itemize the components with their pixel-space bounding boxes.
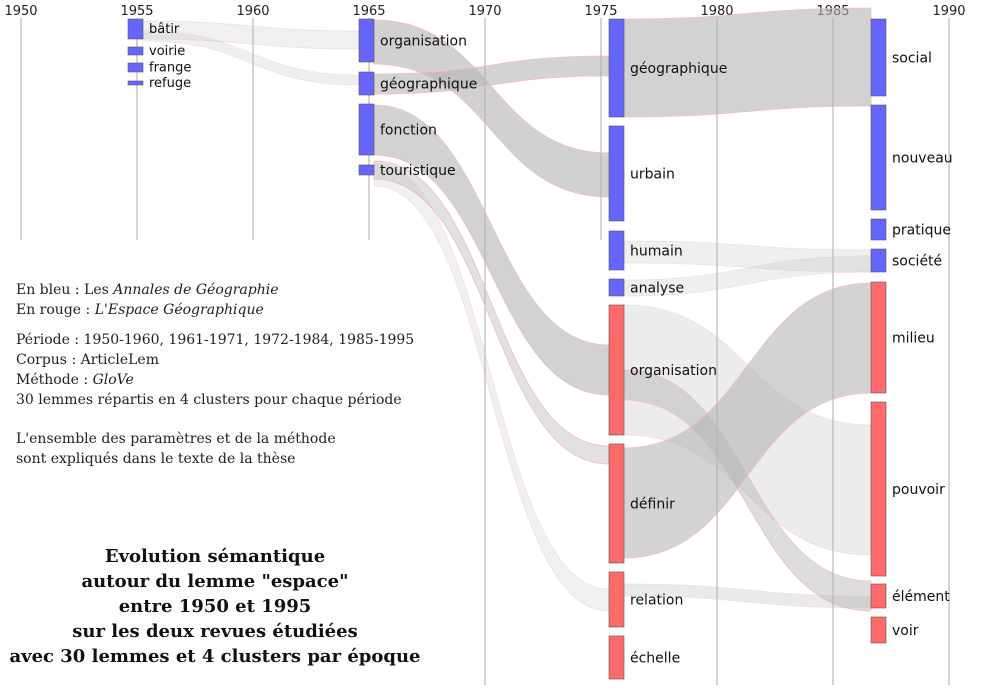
legend: En bleu : Les Annales de Géographie En r… <box>16 280 456 469</box>
node-p1-frange <box>127 62 144 73</box>
node-p3-humain <box>608 230 625 271</box>
legend-parametres-1: L'ensemble des paramètres et de la métho… <box>16 431 336 447</box>
node-label-p2-fonction: fonction <box>380 123 437 139</box>
legend-corpus: Corpus : ArticleLem <box>16 352 159 368</box>
node-p2-touristique <box>358 164 375 176</box>
node-p3-relation <box>608 571 625 628</box>
node-label-p1-frange: frange <box>149 61 191 76</box>
title-line-2: autour du lemme "espace" <box>81 571 349 592</box>
node-label-p2-touristique: touristique <box>380 163 456 179</box>
node-p3-organisation <box>608 304 625 436</box>
year-label-1990: 1990 <box>932 4 965 19</box>
title-line-3: entre 1950 et 1995 <box>118 596 312 617</box>
semantic-flows <box>142 7 872 612</box>
title-line-4: sur les deux revues étudiées <box>72 621 358 642</box>
legend-parametres-2: sont expliqués dans le texte de la thèse <box>16 451 296 467</box>
legend-blue: En bleu : Les Annales de Géographie <box>16 282 279 298</box>
node-p4-social <box>870 18 887 97</box>
node-p1-refuge <box>127 80 144 86</box>
title-line-1: Evolution sémantique <box>104 546 326 567</box>
legend-methode: Méthode : GloVe <box>16 372 134 388</box>
legend-periode: Période : 1950-1960, 1961-1971, 1972-198… <box>16 332 415 348</box>
node-p4-societe <box>870 248 887 273</box>
node-p3-definir <box>608 443 625 564</box>
node-p3-urbain <box>608 125 625 222</box>
year-label-1970: 1970 <box>468 4 501 19</box>
node-label-p1-voirie: voirie <box>149 44 185 59</box>
node-label-p3-definir: définir <box>630 497 675 513</box>
title-line-5: avec 30 lemmes et 4 clusters par époque <box>9 646 421 667</box>
node-label-p3-organisation: organisation <box>630 363 717 379</box>
node-p4-element <box>870 583 887 609</box>
year-label-1960: 1960 <box>236 4 269 19</box>
year-label-1975: 1975 <box>584 4 617 19</box>
node-p4-pouvoir <box>870 401 887 577</box>
diagram-title: Evolution sémantique autour du lemme "es… <box>0 544 430 669</box>
node-label-p4-pratique: pratique <box>892 223 951 239</box>
node-label-p4-social: social <box>892 51 932 67</box>
node-label-p3-echelle: échelle <box>630 651 680 667</box>
node-p2-fonction <box>358 103 375 156</box>
node-p1-batir <box>127 18 144 40</box>
node-p3-analyse <box>608 278 625 297</box>
node-label-p4-pouvoir: pouvoir <box>892 482 945 498</box>
node-label-p4-voir: voir <box>892 623 919 639</box>
year-label-1965: 1965 <box>352 4 385 19</box>
legend-methode-name: GloVe <box>92 372 134 388</box>
node-label-p1-refuge: refuge <box>149 76 191 91</box>
node-p2-geographique <box>358 71 375 96</box>
node-label-p2-organisation: organisation <box>380 34 467 50</box>
node-p4-voir <box>870 616 887 644</box>
legend-journal-espace: L'Espace Géographique <box>94 302 264 318</box>
node-label-p3-relation: relation <box>630 593 683 609</box>
node-p2-organisation <box>358 18 375 63</box>
node-label-p1-batir: bâtir <box>149 22 180 37</box>
year-label-1955: 1955 <box>120 4 153 19</box>
node-label-p4-societe: société <box>892 254 942 270</box>
node-label-p4-element: élément <box>892 589 950 605</box>
node-label-p3-humain: humain <box>630 244 683 260</box>
legend-red: En rouge : L'Espace Géographique <box>16 302 264 318</box>
node-label-p2-geographique: géographique <box>380 77 477 93</box>
node-label-p3-urbain: urbain <box>630 167 675 183</box>
node-p1-voirie <box>127 46 144 56</box>
year-label-1950: 1950 <box>4 4 37 19</box>
node-p3-geographique <box>608 18 625 118</box>
node-p4-nouveau <box>870 104 887 211</box>
node-p4-milieu <box>870 281 887 394</box>
node-label-p4-nouveau: nouveau <box>892 151 953 167</box>
node-label-p3-analyse: analyse <box>630 281 684 297</box>
legend-journal-annales: Annales de Géographie <box>113 282 279 298</box>
node-label-p3-geographique: géographique <box>630 61 727 77</box>
legend-lemmes: 30 lemmes répartis en 4 clusters pour ch… <box>16 392 402 408</box>
node-p4-pratique <box>870 218 887 241</box>
node-p3-echelle <box>608 635 625 680</box>
node-label-p4-milieu: milieu <box>892 331 935 347</box>
